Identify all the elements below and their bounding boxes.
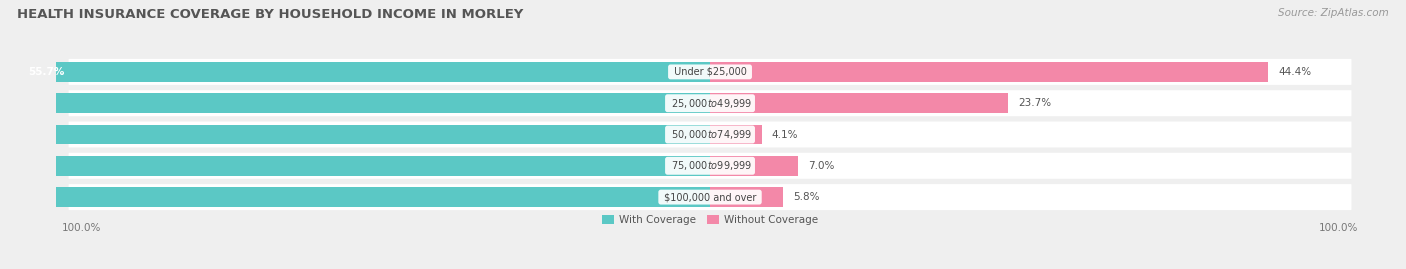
- Bar: [0, 187, 710, 207]
- Text: $25,000 to $49,999: $25,000 to $49,999: [668, 97, 752, 110]
- FancyBboxPatch shape: [69, 122, 1351, 147]
- Bar: [710, 156, 799, 175]
- Text: 44.4%: 44.4%: [1278, 67, 1312, 77]
- Bar: [710, 187, 783, 207]
- Text: 5.8%: 5.8%: [793, 192, 820, 202]
- Text: 55.7%: 55.7%: [28, 67, 65, 77]
- Text: Under $25,000: Under $25,000: [671, 67, 749, 77]
- Bar: [710, 125, 762, 144]
- Text: Source: ZipAtlas.com: Source: ZipAtlas.com: [1278, 8, 1389, 18]
- Legend: With Coverage, Without Coverage: With Coverage, Without Coverage: [598, 211, 823, 229]
- FancyBboxPatch shape: [69, 90, 1351, 116]
- Text: $75,000 to $99,999: $75,000 to $99,999: [668, 159, 752, 172]
- FancyBboxPatch shape: [69, 59, 1351, 85]
- Text: $100,000 and over: $100,000 and over: [661, 192, 759, 202]
- Text: 7.0%: 7.0%: [808, 161, 835, 171]
- Text: 4.1%: 4.1%: [772, 129, 799, 140]
- Bar: [0, 125, 710, 144]
- Bar: [710, 94, 1008, 113]
- Bar: [710, 62, 1268, 82]
- FancyBboxPatch shape: [69, 184, 1351, 210]
- Bar: [10, 62, 710, 82]
- Bar: [0, 94, 710, 113]
- FancyBboxPatch shape: [69, 153, 1351, 179]
- Text: 23.7%: 23.7%: [1018, 98, 1052, 108]
- Text: HEALTH INSURANCE COVERAGE BY HOUSEHOLD INCOME IN MORLEY: HEALTH INSURANCE COVERAGE BY HOUSEHOLD I…: [17, 8, 523, 21]
- Text: $50,000 to $74,999: $50,000 to $74,999: [668, 128, 752, 141]
- Bar: [0, 156, 710, 175]
